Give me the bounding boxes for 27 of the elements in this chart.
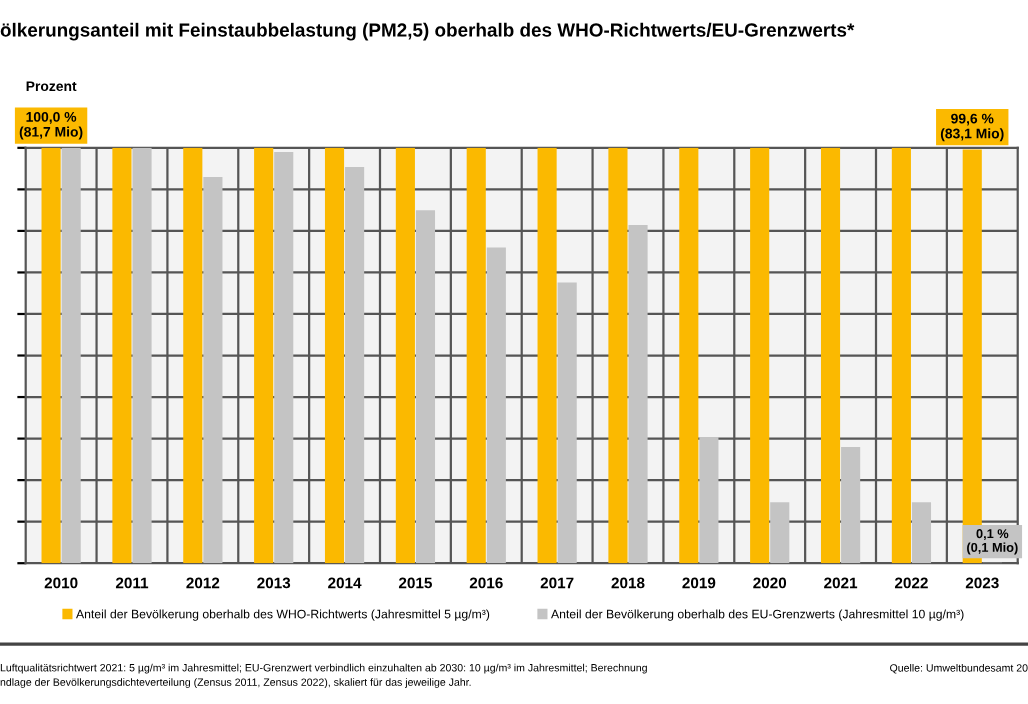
bar <box>841 446 861 564</box>
bar <box>891 147 911 564</box>
bar <box>466 147 486 564</box>
bar <box>679 147 699 564</box>
bar <box>557 282 577 564</box>
bar <box>132 147 152 564</box>
bar <box>345 166 365 564</box>
bar <box>254 147 274 564</box>
bar <box>911 502 932 564</box>
bar <box>628 225 648 564</box>
bar <box>203 176 223 564</box>
bar <box>750 147 770 564</box>
bar <box>770 502 790 564</box>
bar <box>274 151 294 564</box>
bar <box>324 147 345 564</box>
bar <box>61 147 81 564</box>
bar <box>608 147 628 564</box>
bar <box>415 210 436 564</box>
bar <box>820 147 841 564</box>
bar <box>486 247 506 564</box>
chart-title: ölkerungsanteil mit Feinstaubbelastung (PM2,5) oberhalb des WHO-Richtwerts/EU-Grenzwerts* <box>0 22 855 41</box>
bar <box>41 147 61 564</box>
bar <box>395 147 415 564</box>
bar <box>112 147 132 564</box>
bar <box>537 147 557 564</box>
bar <box>699 436 719 564</box>
bar <box>183 147 203 564</box>
